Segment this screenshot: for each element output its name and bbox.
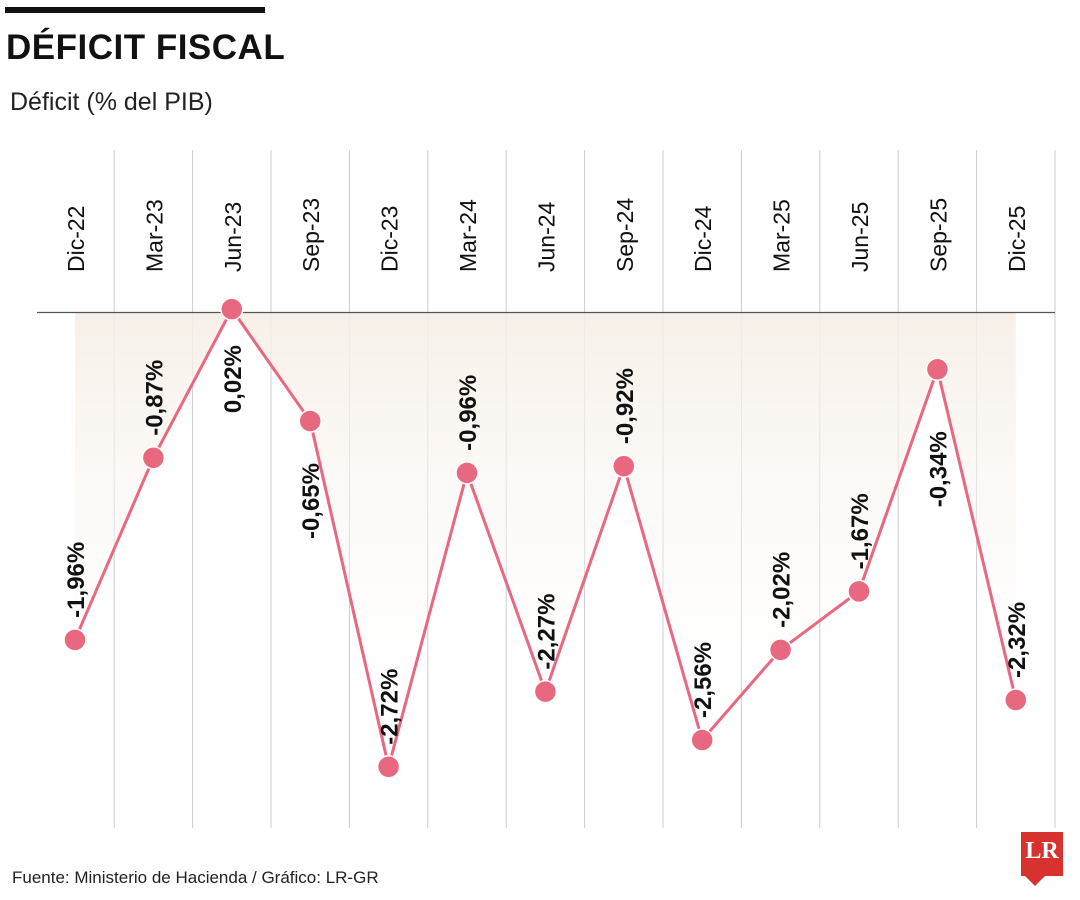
data-point xyxy=(533,679,558,704)
x-tick-label: Jun-24 xyxy=(533,201,559,272)
data-label: -0,96% xyxy=(455,375,482,451)
data-point xyxy=(612,454,636,478)
x-tick-label: Dic-25 xyxy=(1004,206,1030,272)
data-point xyxy=(768,638,793,662)
data-point xyxy=(690,728,714,752)
x-tick-label: Sep-25 xyxy=(925,198,951,272)
data-point xyxy=(925,357,950,382)
data-point xyxy=(1004,688,1028,712)
line-chart: Dic-22 Mar-23 Jun-23 Sep-23 Dic-23 Mar-24 Jun-… xyxy=(37,150,1056,828)
lr-logo: LR xyxy=(1021,832,1063,886)
data-label: -0,92% xyxy=(612,368,639,444)
data-point xyxy=(220,297,244,321)
data-label: -0,87% xyxy=(141,360,168,436)
title-accent-bar xyxy=(5,7,265,13)
data-label: -2,02% xyxy=(769,552,796,628)
data-label: -2,56% xyxy=(690,642,717,718)
x-tick-label: Sep-24 xyxy=(612,198,638,272)
data-label: -2,27% xyxy=(533,594,560,670)
x-tick-label: Jun-25 xyxy=(847,202,873,272)
data-label: -1,96% xyxy=(63,542,90,618)
x-tick-label: Mar-24 xyxy=(455,199,481,272)
x-tick-label: Dic-24 xyxy=(690,205,716,272)
x-tick-label: Jun-23 xyxy=(220,202,246,272)
x-tick-label: Sep-23 xyxy=(298,198,324,272)
data-label: -1,67% xyxy=(847,493,874,569)
chart-subtitle: Déficit (% del PIB) xyxy=(10,88,213,116)
data-point xyxy=(455,461,479,485)
source-note: Fuente: Ministerio de Hacienda / Gráfico… xyxy=(12,868,379,887)
data-point xyxy=(63,628,87,652)
x-tick-label: Dic-23 xyxy=(377,206,403,272)
data-point xyxy=(847,579,871,604)
data-label: -2,72% xyxy=(377,669,404,745)
lr-logo-text: LR xyxy=(1025,838,1059,864)
x-tick-label: Mar-23 xyxy=(141,199,167,272)
chart-title: DÉFICIT FISCAL xyxy=(6,28,286,67)
data-label: 0,02% xyxy=(220,345,247,413)
x-tick-label: Mar-25 xyxy=(769,199,795,272)
data-label: -0,65% xyxy=(298,463,325,539)
data-label: -0,34% xyxy=(925,431,952,507)
data-label: -2,32% xyxy=(1004,602,1031,678)
data-point xyxy=(298,409,322,433)
data-point xyxy=(141,446,166,470)
data-point xyxy=(376,754,401,779)
x-tick-label: Dic-22 xyxy=(63,206,89,272)
area-fill xyxy=(75,309,1016,767)
lr-logo-tail xyxy=(1025,876,1045,886)
